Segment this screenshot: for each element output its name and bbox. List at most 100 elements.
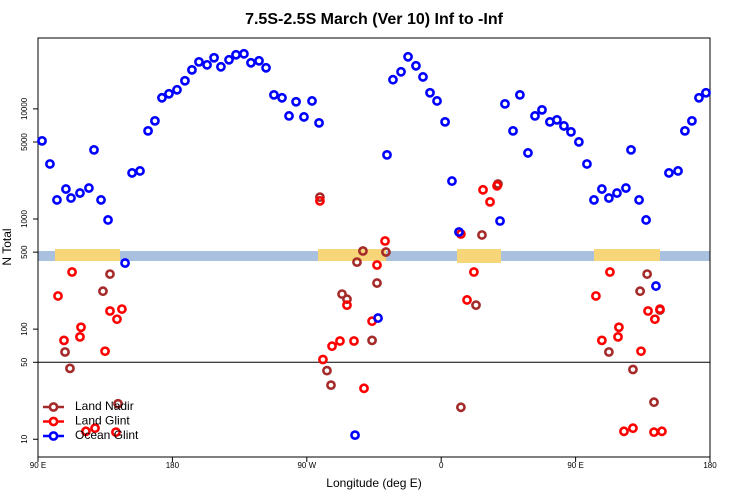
point	[52, 195, 62, 205]
point	[636, 346, 646, 357]
point	[372, 278, 382, 288]
point	[372, 260, 382, 270]
legend-swatch	[48, 402, 59, 412]
point	[471, 300, 481, 311]
point	[117, 304, 127, 314]
point	[358, 246, 368, 256]
point	[657, 426, 667, 437]
point	[680, 125, 690, 136]
point	[45, 159, 55, 169]
dense-band	[38, 249, 710, 263]
point	[299, 112, 309, 122]
point	[75, 188, 85, 198]
point	[500, 98, 510, 109]
point	[552, 114, 562, 125]
point	[315, 192, 325, 203]
point	[469, 267, 479, 277]
point	[143, 125, 153, 136]
point	[98, 286, 108, 297]
point	[61, 184, 71, 194]
point	[53, 291, 63, 301]
point	[269, 89, 279, 100]
point	[284, 111, 294, 121]
point	[619, 426, 629, 437]
point	[291, 96, 301, 107]
point	[112, 314, 122, 325]
point	[508, 125, 518, 136]
point	[180, 75, 190, 86]
point	[530, 111, 540, 121]
x-axis-label: Longitude (deg E)	[326, 476, 421, 490]
point	[514, 89, 525, 100]
point	[66, 193, 76, 203]
y-axis-label: N Total	[0, 228, 14, 265]
point	[641, 215, 651, 225]
point	[643, 306, 653, 316]
x-tick-label: 180	[703, 461, 717, 470]
point	[84, 183, 94, 193]
point	[596, 184, 607, 194]
point	[432, 96, 442, 106]
point	[485, 196, 495, 207]
point	[254, 55, 264, 66]
series	[60, 179, 665, 413]
chart-title: 7.5S-2.5S March (Ver 10) Inf to -Inf	[245, 11, 504, 28]
point	[649, 397, 659, 408]
point	[172, 84, 182, 95]
point	[135, 166, 145, 176]
y-tick-label: 1000	[20, 210, 29, 228]
point	[37, 135, 47, 146]
point	[335, 336, 345, 346]
point	[388, 74, 398, 85]
point	[687, 115, 697, 126]
point	[209, 52, 219, 63]
point	[495, 216, 505, 226]
band-segment	[457, 249, 501, 263]
point	[477, 230, 487, 240]
point	[440, 116, 450, 127]
point	[447, 176, 457, 186]
point	[589, 195, 599, 205]
point	[315, 195, 325, 206]
point	[307, 96, 317, 106]
point	[462, 295, 472, 305]
y-tick-label: 500	[20, 245, 29, 259]
point	[418, 72, 428, 82]
point	[701, 87, 711, 98]
point	[359, 383, 369, 394]
point	[454, 227, 464, 237]
point	[456, 402, 466, 413]
point	[202, 59, 212, 70]
point	[120, 258, 130, 268]
point	[380, 236, 390, 246]
point	[349, 336, 359, 346]
point	[596, 335, 607, 346]
point	[314, 117, 324, 128]
point	[224, 54, 234, 65]
point	[81, 426, 91, 437]
point	[150, 115, 160, 126]
point	[573, 137, 584, 147]
y-tick-label: 10	[20, 434, 29, 443]
point	[322, 365, 332, 376]
legend-swatch	[48, 416, 59, 427]
point	[382, 149, 392, 160]
point	[352, 257, 362, 268]
point	[381, 247, 391, 257]
point	[537, 104, 547, 115]
band-segment	[318, 249, 386, 261]
band-segment	[594, 249, 660, 261]
point	[628, 423, 638, 434]
point	[164, 88, 174, 99]
point	[566, 126, 576, 137]
point	[621, 183, 631, 193]
point	[103, 215, 113, 225]
point	[105, 306, 115, 316]
y-tick-label: 10000	[20, 97, 29, 120]
point	[411, 60, 421, 71]
plot-frame	[37, 37, 711, 458]
point	[634, 195, 644, 205]
point	[67, 267, 77, 277]
